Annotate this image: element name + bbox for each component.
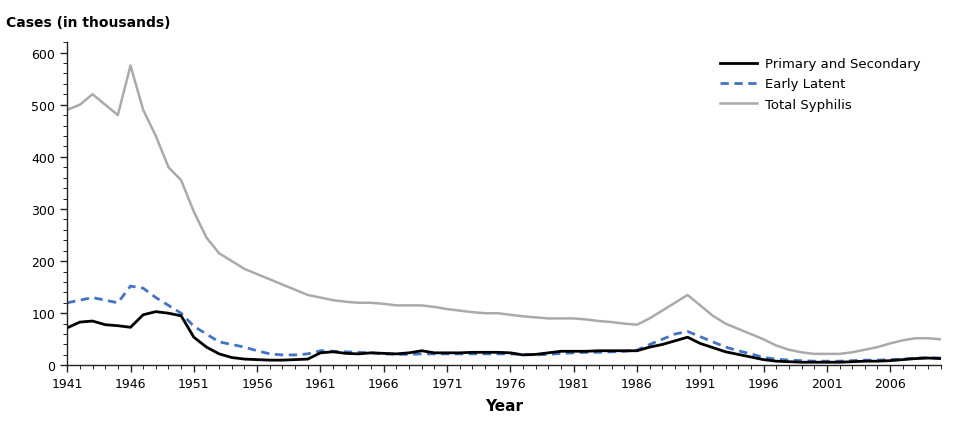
Legend: Primary and Secondary, Early Latent, Total Syphilis: Primary and Secondary, Early Latent, Tot…	[714, 53, 925, 117]
Text: Cases (in thousands): Cases (in thousands)	[6, 16, 171, 30]
X-axis label: Year: Year	[485, 399, 523, 414]
